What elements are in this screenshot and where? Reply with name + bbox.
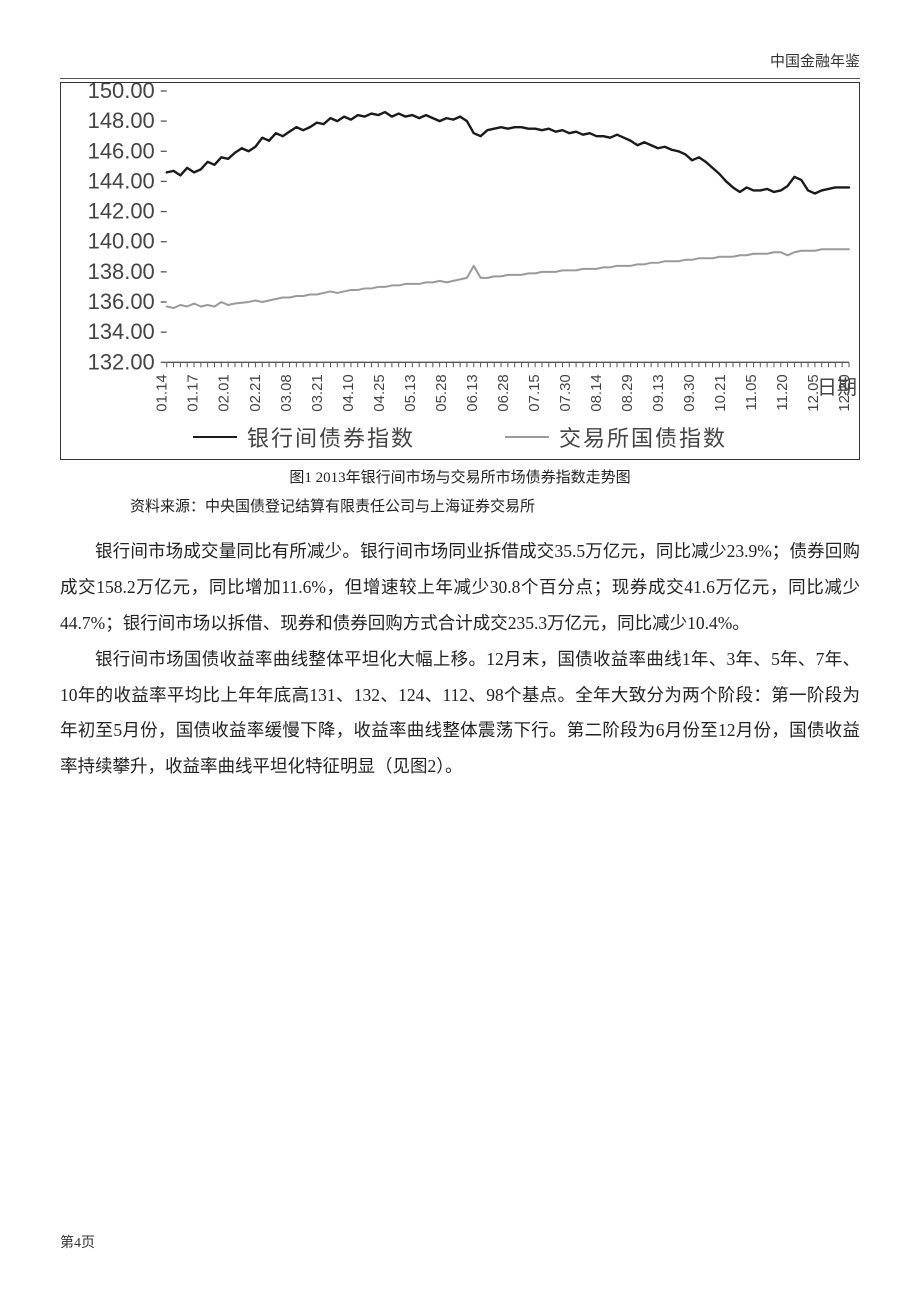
chart-legend: 银行间债券指数 交易所国债指数 — [61, 421, 859, 453]
svg-text:132.00: 132.00 — [88, 349, 155, 374]
paragraph-2: 银行间市场国债收益率曲线整体平坦化大幅上移。12月末，国债收益率曲线1年、3年、… — [60, 642, 860, 786]
svg-text:09.30: 09.30 — [681, 374, 698, 411]
chart-container: 150.00 148.00 146.00 144.00 142.00 140.00 138.… — [60, 82, 860, 460]
legend-swatch-interbank — [193, 436, 237, 438]
svg-text:136.00: 136.00 — [88, 289, 155, 314]
legend-label-exchange: 交易所国债指数 — [559, 421, 727, 453]
svg-text:03.21: 03.21 — [309, 374, 326, 411]
svg-text:11.05: 11.05 — [743, 374, 760, 410]
header-source: 中国金融年鉴 — [770, 50, 860, 71]
svg-text:07.15: 07.15 — [526, 374, 543, 411]
svg-text:08.29: 08.29 — [619, 374, 636, 411]
svg-text:09.13: 09.13 — [650, 374, 667, 411]
chart-svg: 150.00 148.00 146.00 144.00 142.00 140.00 138.… — [61, 83, 859, 460]
paragraph-1: 银行间市场成交量同比有所减少。银行间市场同业拆借成交35.5万亿元，同比减少23… — [60, 534, 860, 642]
x-axis-title: 日期 — [817, 371, 857, 400]
figure-1: 150.00 148.00 146.00 144.00 142.00 140.00 138.… — [60, 82, 860, 516]
figure-source: 资料来源：中央国债登记结算有限责任公司与上海证券交易所 — [130, 495, 860, 516]
svg-text:10.21: 10.21 — [712, 374, 729, 411]
svg-text:146.00: 146.00 — [88, 138, 155, 163]
svg-text:03.08: 03.08 — [278, 374, 295, 411]
svg-text:150.00: 150.00 — [88, 83, 155, 103]
svg-text:142.00: 142.00 — [88, 199, 155, 224]
svg-text:08.14: 08.14 — [588, 374, 605, 411]
svg-text:134.00: 134.00 — [88, 319, 155, 344]
svg-text:140.00: 140.00 — [88, 229, 155, 254]
page-number: 第4页 — [60, 1232, 95, 1252]
legend-item-interbank: 银行间债券指数 — [193, 421, 415, 453]
svg-text:05.28: 05.28 — [433, 374, 450, 411]
legend-item-exchange: 交易所国债指数 — [505, 421, 727, 453]
svg-text:02.21: 02.21 — [247, 374, 264, 411]
legend-swatch-exchange — [505, 436, 549, 438]
svg-text:138.00: 138.00 — [88, 259, 155, 284]
svg-text:04.10: 04.10 — [340, 374, 357, 411]
figure-caption: 图1 2013年银行间市场与交易所市场债券指数走势图 — [60, 466, 860, 487]
svg-text:06.13: 06.13 — [464, 374, 481, 411]
legend-label-interbank: 银行间债券指数 — [247, 421, 415, 453]
svg-text:01.14: 01.14 — [154, 374, 171, 411]
svg-text:05.13: 05.13 — [402, 374, 419, 411]
svg-text:02.01: 02.01 — [216, 374, 233, 411]
body-text: 银行间市场成交量同比有所减少。银行间市场同业拆借成交35.5万亿元，同比减少23… — [60, 534, 860, 785]
svg-text:06.28: 06.28 — [495, 374, 512, 411]
svg-text:07.30: 07.30 — [557, 374, 574, 411]
svg-text:11.20: 11.20 — [774, 374, 791, 410]
svg-text:148.00: 148.00 — [88, 108, 155, 133]
svg-text:04.25: 04.25 — [371, 374, 388, 411]
header-divider — [60, 78, 860, 79]
svg-text:01.17: 01.17 — [185, 374, 202, 411]
svg-text:144.00: 144.00 — [88, 168, 155, 193]
